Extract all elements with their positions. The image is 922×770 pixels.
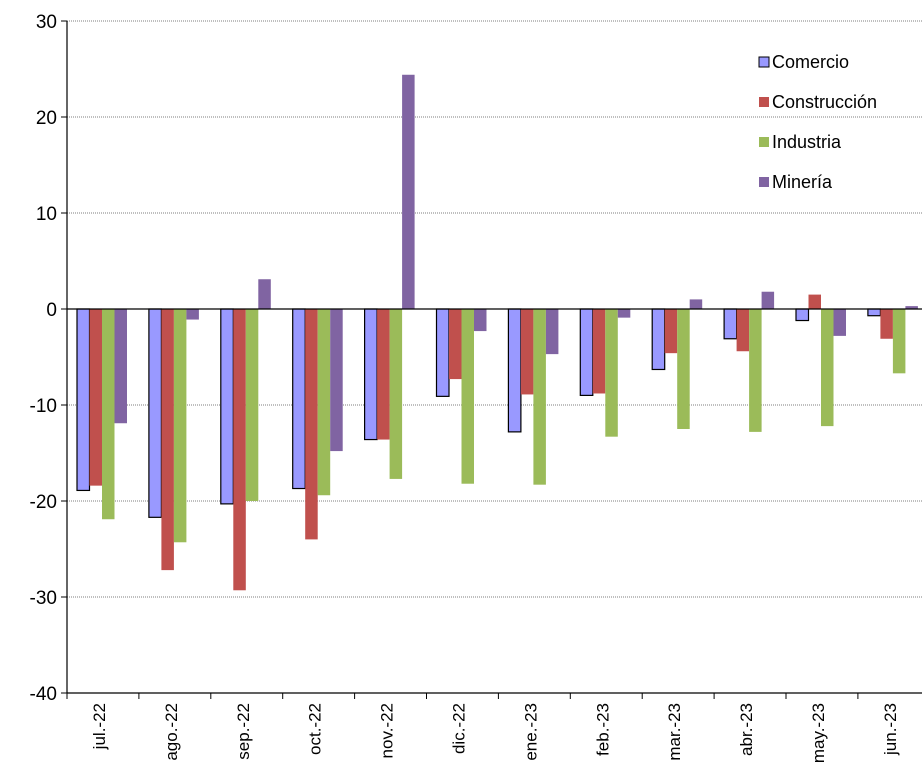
x-tick-label: sep.-22: [234, 703, 253, 760]
y-tick-label: 0: [46, 300, 57, 321]
bar-minería: [905, 306, 918, 309]
x-tick-label: dic.-22: [449, 703, 468, 754]
gridlines: [67, 20, 922, 598]
x-tick-label: oct.-22: [306, 703, 325, 755]
bar-industria: [892, 309, 906, 374]
y-tick-label: -20: [30, 492, 57, 513]
bar-minería: [258, 279, 271, 309]
bar-minería: [689, 299, 703, 309]
x-tick-label: jun.-23: [881, 703, 900, 756]
y-tick-label: 20: [36, 108, 57, 129]
y-tick-label: -10: [30, 396, 57, 417]
axes: [61, 20, 922, 699]
bar-minería: [114, 309, 127, 424]
bar-construcción: [592, 309, 606, 394]
bar-comercio: [76, 308, 91, 492]
bar-comercio: [651, 308, 666, 371]
bar-minería: [617, 309, 631, 318]
bar-industria: [461, 309, 474, 484]
bar-comercio: [435, 308, 450, 397]
bar-minería: [186, 309, 199, 320]
bar-comercio: [507, 308, 522, 433]
bar-comercio: [795, 308, 810, 322]
bar-industria: [605, 309, 618, 437]
x-tick-labels: jul.-22 ago.-22 sep.-22 oct.-22 nov.-22 dic.-…: [90, 703, 900, 763]
x-tick-label: feb.-23: [593, 703, 612, 756]
bar-construcción: [89, 309, 102, 486]
bar-minería: [761, 291, 775, 309]
bar-construcción: [736, 309, 750, 352]
bar-construcción: [449, 309, 462, 380]
bar-construcción: [305, 309, 318, 540]
bar-industria: [389, 309, 403, 479]
bar-comercio: [364, 308, 378, 441]
bar-industria: [677, 309, 690, 429]
bar-industria: [245, 309, 259, 501]
y-tick-label: 30: [36, 12, 57, 33]
legend: Comercio Construcción Industria Minería: [758, 52, 877, 192]
bar-minería: [474, 309, 487, 332]
bar-construcción: [880, 309, 893, 339]
bar-construcción: [377, 309, 390, 440]
legend-label: Industria: [772, 132, 842, 152]
bar-construcción: [808, 294, 821, 309]
x-tick-label: nov.-22: [378, 703, 397, 758]
bar-industria: [533, 309, 546, 485]
bar-minería: [545, 309, 559, 355]
bar-minería: [402, 74, 415, 309]
bar-construcción: [161, 309, 174, 571]
bar-minería: [833, 309, 846, 336]
bar-construcción: [664, 309, 678, 354]
bar-construcción: [233, 309, 246, 591]
legend-swatch: [759, 137, 769, 147]
x-tick-label: jul.-22: [90, 703, 109, 750]
x-tick-label: ago.-22: [162, 703, 181, 761]
legend-label: Comercio: [772, 52, 849, 72]
bar-comercio: [579, 308, 594, 397]
bar-industria: [821, 309, 834, 427]
legend-swatch: [759, 177, 769, 187]
bar-industria: [102, 309, 115, 520]
legend-label: Construcción: [772, 92, 877, 112]
bar-industria: [173, 309, 187, 543]
bar-industria: [317, 309, 331, 496]
bar-comercio: [292, 308, 306, 490]
x-tick-label: may.-23: [809, 703, 828, 763]
bar-comercio: [148, 308, 162, 518]
y-tick-labels: 30 20 10 0 -10 -20 -30 -40: [30, 12, 57, 705]
bar-comercio: [867, 308, 882, 317]
bar-industria: [749, 309, 762, 432]
legend-swatch: [759, 97, 769, 107]
x-tick-label: ene.-23: [521, 703, 540, 761]
bar-comercio: [220, 308, 234, 505]
y-tick-label: 10: [36, 204, 57, 225]
bars: [76, 74, 918, 591]
legend-swatch: [758, 56, 770, 68]
y-tick-label: -30: [30, 588, 57, 609]
x-tick-label: abr.-23: [737, 703, 756, 756]
y-tick-label: -40: [30, 684, 57, 705]
bar-construcción: [520, 309, 534, 395]
bar-comercio: [723, 308, 738, 340]
x-tick-label: mar.-23: [665, 703, 684, 761]
legend-label: Minería: [772, 172, 833, 192]
bar-minería: [330, 309, 343, 452]
